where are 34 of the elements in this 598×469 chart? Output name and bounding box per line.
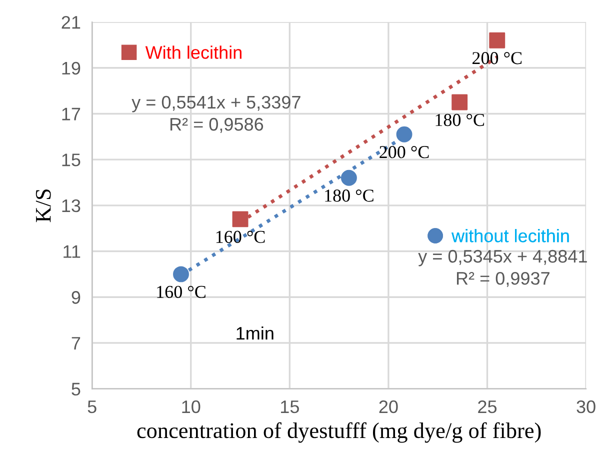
point	[340, 170, 357, 186]
x-tick-label: 25	[478, 400, 497, 414]
x-tick-label: 30	[576, 400, 596, 414]
x-axis-title: concentration of dyestufff (mg dye/g of fibre)	[137, 422, 541, 443]
x-tick-label: 15	[281, 400, 299, 414]
point	[396, 126, 412, 142]
y-tick-label: 21	[62, 16, 80, 29]
point	[173, 266, 189, 282]
annotation: 180 °C	[436, 114, 484, 126]
legend-label: without lecithin	[452, 229, 569, 242]
annotation: 160 °C	[157, 286, 206, 298]
annotation: 200 °C	[380, 146, 429, 158]
annotation: 160 °C	[216, 230, 265, 243]
y-tick-label: 13	[62, 199, 80, 212]
y-tick-label: 11	[64, 245, 80, 258]
y-tick-label: 5	[72, 382, 80, 396]
point	[232, 211, 248, 228]
y-axis-title: K/S	[36, 190, 51, 222]
y-tick-label: 17	[62, 108, 80, 120]
y-tick-label: 15	[62, 154, 80, 166]
x-tick-label: 5	[88, 400, 96, 414]
annotation: y = 0,5541x + 5,3397 R² = 0,9586	[132, 96, 300, 133]
y-tick-label: 7	[72, 337, 80, 350]
legend-label: With lecithin	[145, 46, 242, 59]
x-tick-label: 10	[182, 400, 200, 414]
y-tick-label: 19	[62, 62, 80, 75]
annotation: y = 0,5345x + 4,8841 R² = 0,9937	[418, 250, 587, 287]
x-tick-label: 20	[379, 400, 398, 414]
annotation: 1min	[236, 326, 274, 340]
annotation: 200 °C	[472, 52, 522, 64]
point	[489, 32, 506, 48]
point	[452, 94, 468, 110]
y-tick-label: 9	[72, 291, 80, 304]
annotation: 180 °C	[325, 190, 374, 202]
